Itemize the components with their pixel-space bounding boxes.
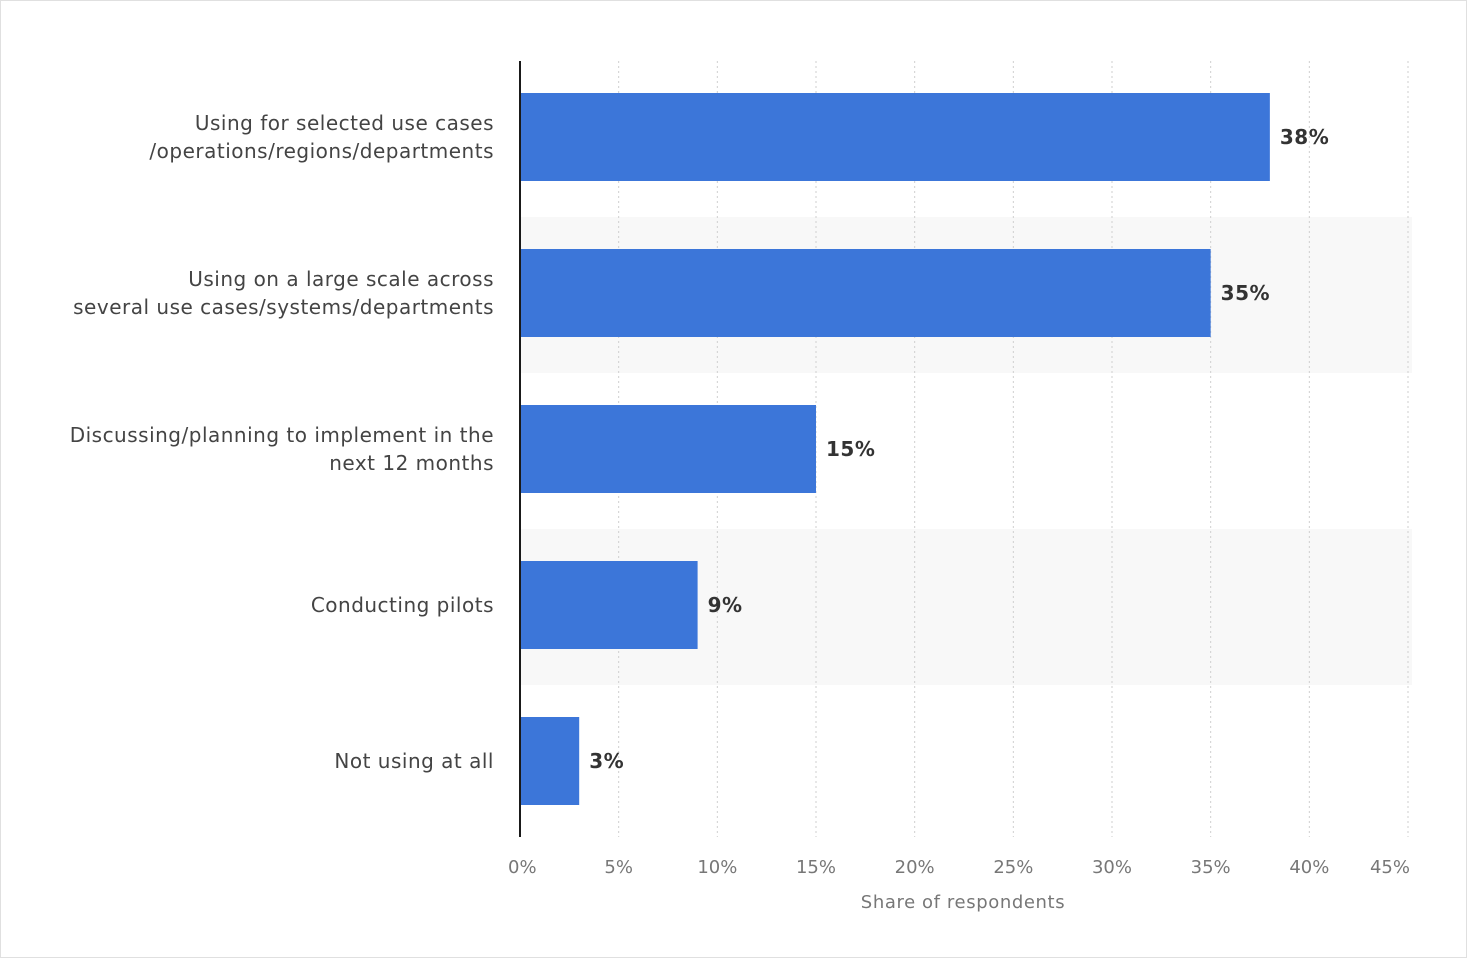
x-tick-label: 10%: [697, 857, 737, 878]
x-tick-label: 5%: [604, 857, 633, 878]
bar-series: [520, 93, 1270, 805]
x-axis-title: Share of respondents: [861, 892, 1065, 913]
category-label: Discussing/planning to implement in the n…: [70, 423, 494, 475]
grid-lines: [618, 61, 1409, 837]
value-label: 35%: [1221, 281, 1270, 305]
row-bands: [520, 217, 1412, 685]
category-label: Using for selected use cases/operations/…: [149, 111, 494, 163]
x-tick-label: 40%: [1289, 857, 1329, 878]
bar[interactable]: [520, 561, 698, 649]
bar[interactable]: [520, 249, 1211, 337]
x-tick-label: 30%: [1092, 857, 1132, 878]
value-label: 9%: [708, 593, 743, 617]
x-tick-label: 35%: [1191, 857, 1231, 878]
category-labels: Using for selected use cases/operations/…: [70, 111, 494, 773]
value-labels: 38% 35% 15% 9% 3%: [589, 125, 1329, 773]
category-label: Not using at all: [334, 749, 494, 773]
x-tick-label: 45%: [1370, 857, 1410, 878]
bar[interactable]: [520, 93, 1270, 181]
category-label: Conducting pilots: [311, 593, 494, 617]
category-label: Using on a large scale across several use…: [73, 267, 494, 319]
x-tick-label: 15%: [796, 857, 836, 878]
x-tick-labels: 0% 5% 10% 15% 20% 25% 30% 35% 40% 45%: [508, 857, 1410, 878]
x-tick-label: 20%: [895, 857, 935, 878]
value-label: 38%: [1280, 125, 1329, 149]
bar[interactable]: [520, 405, 816, 493]
x-tick-label: 0%: [508, 857, 537, 878]
value-label: 3%: [589, 749, 624, 773]
bar[interactable]: [520, 717, 580, 805]
x-tick-label: 25%: [993, 857, 1033, 878]
value-label: 15%: [826, 437, 875, 461]
